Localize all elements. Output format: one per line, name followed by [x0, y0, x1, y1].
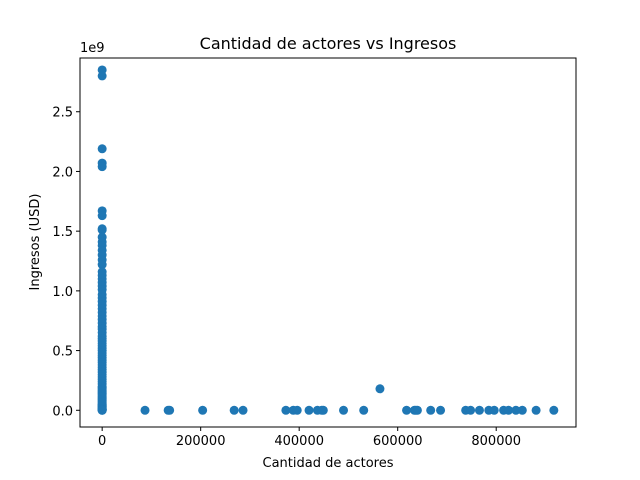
data-point	[511, 405, 521, 415]
data-point	[165, 405, 175, 415]
data-point	[402, 405, 412, 415]
data-point	[97, 260, 107, 270]
data-point	[318, 405, 328, 415]
y-offset-text: 1e9	[80, 41, 105, 56]
y-axis-label: Ingresos (USD)	[28, 194, 43, 291]
y-tick-label: 1.5	[52, 225, 73, 240]
y-tick-label: 0.0	[52, 404, 73, 419]
data-point	[97, 71, 107, 81]
data-point	[426, 405, 436, 415]
y-tick-label: 2.5	[52, 106, 73, 121]
x-axis-label: Cantidad de actores	[263, 456, 394, 471]
x-axis-ticks: 0 200000 400000 600000 800000	[98, 427, 521, 449]
data-point	[140, 405, 150, 415]
data-point	[549, 405, 559, 415]
data-point	[375, 384, 385, 394]
plot-frame	[79, 57, 577, 428]
data-point	[97, 144, 107, 154]
y-tick-label: 1.0	[52, 285, 73, 300]
chart-title: Cantidad de actores vs Ingresos	[200, 34, 457, 53]
data-point	[281, 405, 291, 415]
data-point	[238, 405, 248, 415]
y-tick-label: 2.0	[52, 165, 73, 180]
data-point	[339, 405, 349, 415]
data-points	[97, 65, 559, 415]
x-tick-label: 400000	[274, 434, 324, 449]
x-tick-label: 0	[98, 434, 106, 449]
data-point	[489, 405, 499, 415]
data-point	[97, 405, 107, 415]
data-point	[229, 405, 239, 415]
data-point	[97, 211, 107, 221]
x-tick-label: 600000	[373, 434, 423, 449]
y-tick-label: 0.5	[52, 345, 73, 360]
data-point	[304, 405, 314, 415]
data-point	[198, 405, 208, 415]
y-axis-ticks: 0.0 0.5 1.0 1.5 2.0 2.5	[52, 106, 80, 419]
data-point	[359, 405, 369, 415]
data-point	[292, 405, 302, 415]
data-point	[504, 405, 514, 415]
data-point	[436, 405, 446, 415]
data-point	[412, 405, 422, 415]
x-tick-label: 800000	[471, 434, 521, 449]
data-point	[531, 405, 541, 415]
data-point	[474, 405, 484, 415]
x-tick-label: 200000	[176, 434, 226, 449]
data-point	[517, 405, 527, 415]
data-point	[97, 225, 107, 235]
data-point	[466, 405, 476, 415]
data-point	[97, 162, 107, 172]
